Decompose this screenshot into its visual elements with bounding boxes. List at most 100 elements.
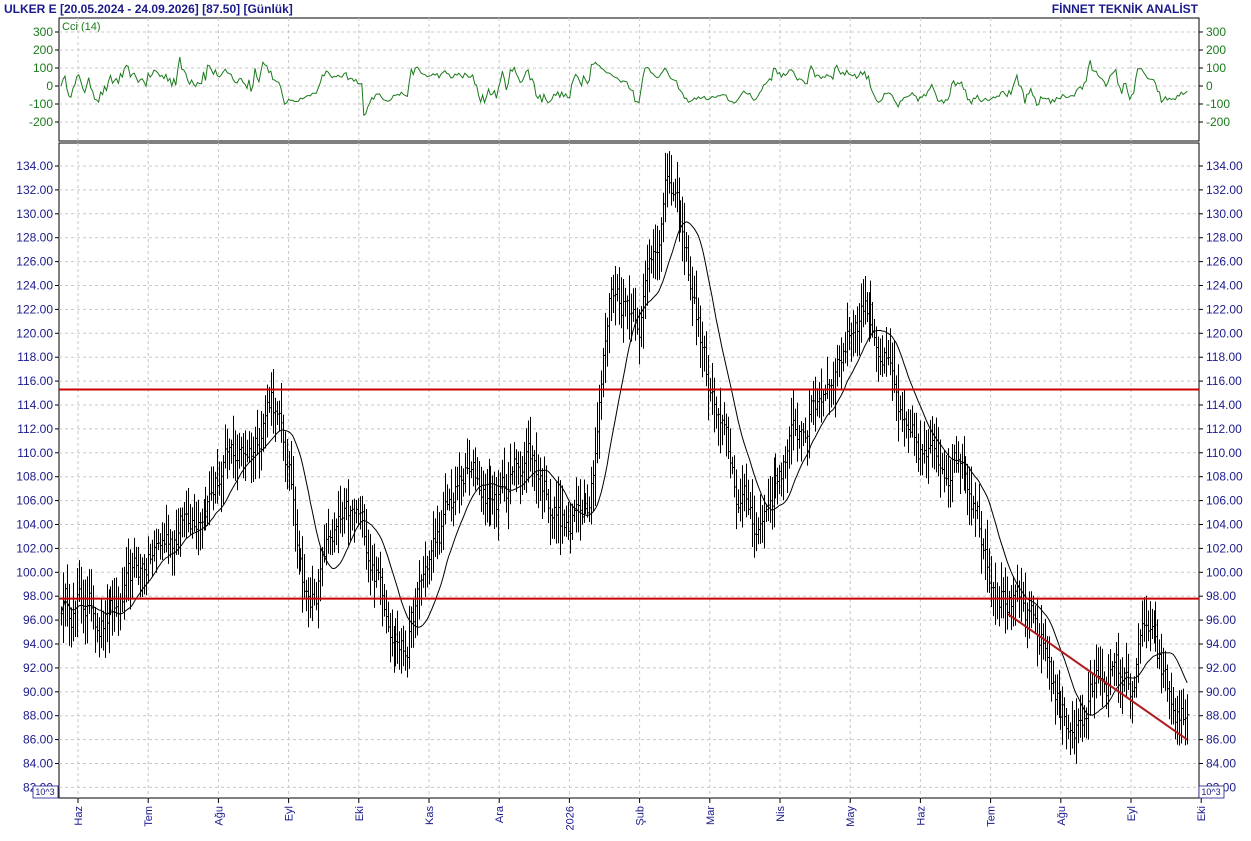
price-panel: 134.00 132.00 130.00 128.00 126.00 124.00 122.… (16, 142, 1243, 799)
month-label: Ara (494, 805, 506, 823)
price-tick-label: 106.00 (1206, 494, 1243, 508)
cci-tick-label: -200 (1206, 115, 1230, 129)
cci-tick-label: 300 (1206, 25, 1226, 39)
price-tick-label: 114.00 (1206, 398, 1242, 412)
cci-tick-label: 100 (1206, 61, 1226, 75)
cci-tick-label: 100 (33, 61, 53, 75)
price-tick-label: 100.00 (1206, 565, 1243, 579)
month-label: Kas (424, 806, 436, 825)
month-label: Mar (705, 806, 717, 825)
price-tick-label: 108.00 (1206, 470, 1243, 484)
cci-tick-label: -100 (1206, 97, 1230, 111)
price-tick-label: 116.00 (1206, 374, 1242, 388)
price-tick-label: 126.00 (16, 255, 53, 269)
month-label: May (845, 806, 857, 827)
price-tick-label: 90.00 (23, 685, 53, 699)
price-tick-label: 110.00 (17, 446, 53, 460)
cci-panel: Cci (14) 300 200 100 0 -100 -200 300 200 100 0 -1… (29, 17, 1230, 142)
price-tick-label: 126.00 (1206, 255, 1243, 269)
price-tick-label: 94.00 (23, 637, 53, 651)
price-tick-label: 96.00 (23, 613, 53, 627)
cci-ticks-left: 300 200 100 0 -100 -200 (29, 25, 59, 129)
price-tick-label: 128.00 (1206, 231, 1243, 245)
month-axis: Haz Tem Ağu Eyl Eki Kas Ara 2026 Şub Mar Nis May Haz… (73, 798, 1208, 830)
price-tick-label: 134.00 (1206, 159, 1243, 173)
month-label: Ağu (213, 806, 225, 826)
price-tick-label: 118.00 (1206, 350, 1242, 364)
month-label: 2026 (564, 806, 576, 830)
price-tick-label: 88.00 (1206, 709, 1236, 723)
cci-ticks-right: 300 200 100 0 -100 -200 (1199, 25, 1230, 129)
price-tick-label: 134.00 (16, 159, 53, 173)
month-label: Haz (73, 806, 85, 826)
month-label: Nis (775, 806, 787, 822)
month-label: Eyl (284, 806, 296, 821)
brand-label: FİNNET TEKNİK ANALİST (1052, 1, 1199, 16)
price-tick-label: 84.00 (23, 757, 53, 771)
scale-note-right: 10^3 (1201, 787, 1220, 797)
cci-tick-label: 200 (1206, 43, 1226, 57)
price-tick-label: 102.00 (1206, 541, 1243, 555)
price-tick-label: 108.00 (16, 470, 53, 484)
month-label: Haz (915, 806, 927, 826)
price-tick-label: 124.00 (1206, 279, 1243, 293)
downtrend-line (1007, 613, 1188, 741)
price-tick-label: 94.00 (1206, 637, 1236, 651)
price-tick-label: 120.00 (16, 326, 53, 340)
price-tick-label: 88.00 (23, 709, 53, 723)
price-tick-label: 92.00 (23, 661, 53, 675)
cci-tick-label: 0 (46, 79, 53, 93)
price-tick-label: 86.00 (1206, 733, 1236, 747)
month-label: Tem (143, 806, 155, 827)
price-tick-label: 110.00 (1206, 446, 1242, 460)
cci-tick-label: 0 (1206, 79, 1213, 93)
scale-badge-left (32, 785, 59, 799)
scale-badge-right (1198, 785, 1225, 799)
month-label: Ağu (1056, 806, 1068, 826)
price-tick-label: 98.00 (1206, 589, 1236, 603)
price-tick-label: 114.00 (17, 398, 53, 412)
price-tick-label: 132.00 (1206, 183, 1243, 197)
price-tick-label: 90.00 (1206, 685, 1236, 699)
price-tick-label: 106.00 (16, 494, 53, 508)
price-tick-label: 118.00 (17, 350, 53, 364)
price-tick-label: 104.00 (16, 518, 53, 532)
month-label: Eki (1196, 806, 1208, 821)
price-tick-label: 112.00 (17, 422, 53, 436)
month-label: Eki (354, 806, 366, 821)
price-tick-label: 86.00 (23, 733, 53, 747)
cci-frame (58, 17, 1200, 142)
price-tick-label: 130.00 (1206, 207, 1243, 221)
month-label: Tem (986, 806, 998, 827)
ohlc-bars (61, 151, 1190, 764)
cci-tick-label: 200 (33, 43, 53, 57)
price-tick-label: 120.00 (1206, 326, 1243, 340)
price-tick-label: 100.00 (16, 565, 53, 579)
cci-line (60, 56, 1188, 117)
moving-average-line (60, 221, 1188, 716)
month-label: Şub (635, 806, 647, 826)
price-tick-label: 128.00 (16, 231, 53, 245)
price-tick-label: 102.00 (16, 541, 53, 555)
cci-tick-label: -200 (29, 115, 53, 129)
price-tick-label: 98.00 (23, 589, 53, 603)
price-tick-label: 116.00 (17, 374, 53, 388)
price-tick-label: 92.00 (1206, 661, 1236, 675)
price-tick-label: 112.00 (1206, 422, 1242, 436)
price-tick-label: 96.00 (1206, 613, 1236, 627)
price-tick-label: 84.00 (1206, 757, 1236, 771)
cci-tick-label: 300 (33, 25, 53, 39)
scale-note-left: 10^3 (35, 787, 54, 797)
month-label: Eyl (1126, 806, 1138, 821)
price-tick-label: 132.00 (16, 183, 53, 197)
price-tick-label: 130.00 (16, 207, 53, 221)
price-tick-label: 124.00 (16, 279, 53, 293)
price-grid (59, 143, 1199, 798)
cci-grid (59, 18, 1199, 141)
price-tick-label: 122.00 (16, 302, 53, 316)
price-tick-label: 122.00 (1206, 302, 1243, 316)
chart-title: ULKER E [20.05.2024 - 24.09.2026] [87.50… (4, 2, 293, 16)
cci-tick-label: -100 (29, 97, 53, 111)
